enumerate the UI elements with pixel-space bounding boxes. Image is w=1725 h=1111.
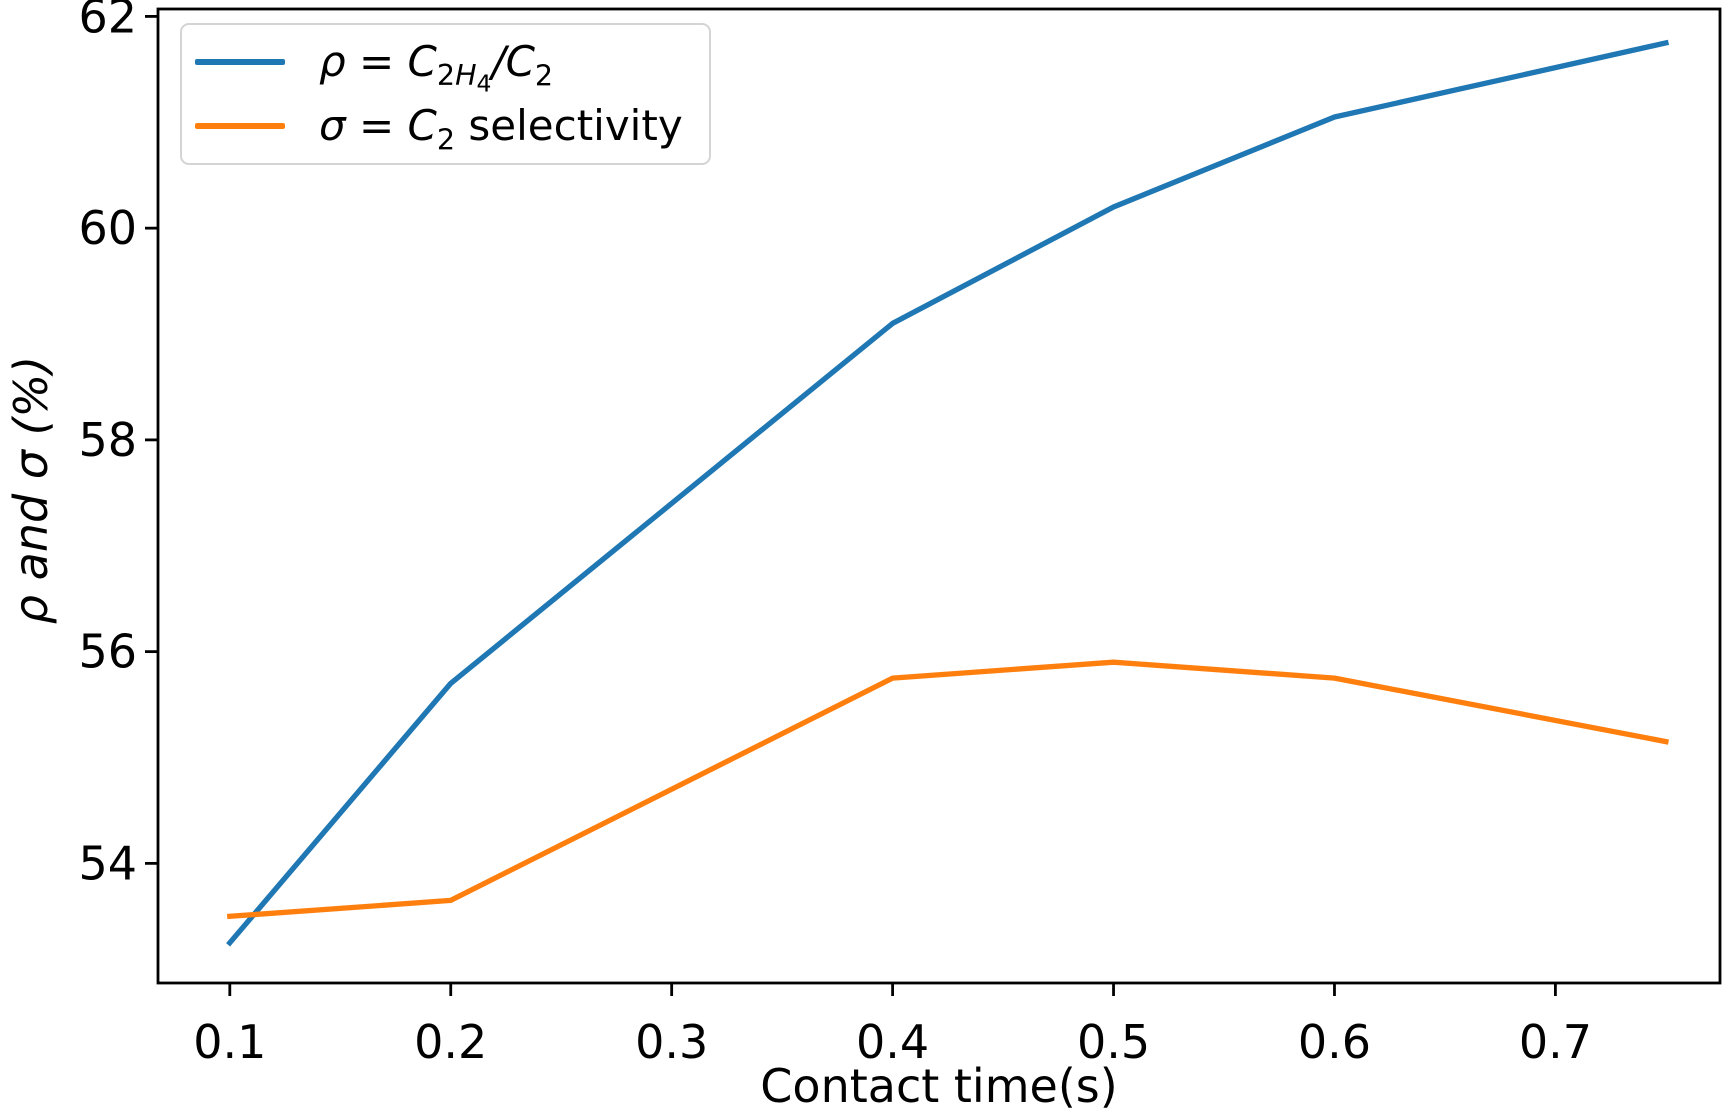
legend-sigma-text: σ = C [319,101,437,151]
legend-item-rho: ρ = C2H4/C2 [195,37,683,99]
y-tick-label: 62 [78,0,137,43]
x-tick-label: 0.6 [1298,1015,1371,1069]
legend-line-sample-sigma [195,123,285,130]
x-tick-label: 0.2 [414,1015,487,1069]
legend-label-rho: ρ = C2H4/C2 [319,37,554,99]
x-tick-label: 0.3 [635,1015,708,1069]
x-tick-label: 0.7 [1519,1015,1592,1069]
y-tick-label: 60 [78,201,137,255]
legend-item-sigma: σ = C2 selectivity [195,101,683,157]
series-line-rho [226,39,1670,947]
legend-line-sample-rho [195,59,285,66]
legend-label-sigma: σ = C2 selectivity [319,101,683,157]
x-axis-title: Contact time(s) [760,1059,1118,1111]
series-line-sigma [226,659,1670,920]
y-tick-label: 54 [78,836,137,890]
axes-frame [156,7,1722,985]
y-tick-label: 58 [78,413,137,467]
x-tick-label: 0.4 [856,1015,929,1069]
legend-rho-text: ρ = C [319,37,437,86]
legend: ρ = C2H4/C2 σ = C2 selectivity [180,23,711,166]
legend-rho-subscript: 2H4 [436,58,492,99]
x-tick-label: 0.1 [193,1015,266,1069]
x-tick-label: 0.5 [1077,1015,1150,1069]
y-axis-title: ρ and σ (%) [4,355,58,625]
y-tick-label: 56 [78,625,137,679]
